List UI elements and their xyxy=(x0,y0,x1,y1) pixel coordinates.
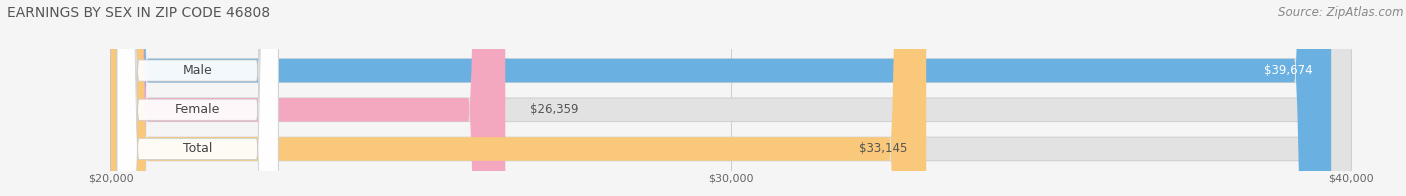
Text: Male: Male xyxy=(183,64,212,77)
Text: EARNINGS BY SEX IN ZIP CODE 46808: EARNINGS BY SEX IN ZIP CODE 46808 xyxy=(7,6,270,20)
FancyBboxPatch shape xyxy=(117,0,278,196)
FancyBboxPatch shape xyxy=(117,0,278,196)
FancyBboxPatch shape xyxy=(111,0,1351,196)
FancyBboxPatch shape xyxy=(111,0,505,196)
FancyBboxPatch shape xyxy=(111,0,1351,196)
FancyBboxPatch shape xyxy=(117,0,278,196)
Text: Source: ZipAtlas.com: Source: ZipAtlas.com xyxy=(1278,6,1403,19)
Text: Total: Total xyxy=(183,142,212,155)
Text: $39,674: $39,674 xyxy=(1264,64,1313,77)
FancyBboxPatch shape xyxy=(111,0,927,196)
FancyBboxPatch shape xyxy=(111,0,1331,196)
FancyBboxPatch shape xyxy=(111,0,1351,196)
Text: $26,359: $26,359 xyxy=(530,103,579,116)
Text: Female: Female xyxy=(174,103,221,116)
Text: $33,145: $33,145 xyxy=(859,142,908,155)
